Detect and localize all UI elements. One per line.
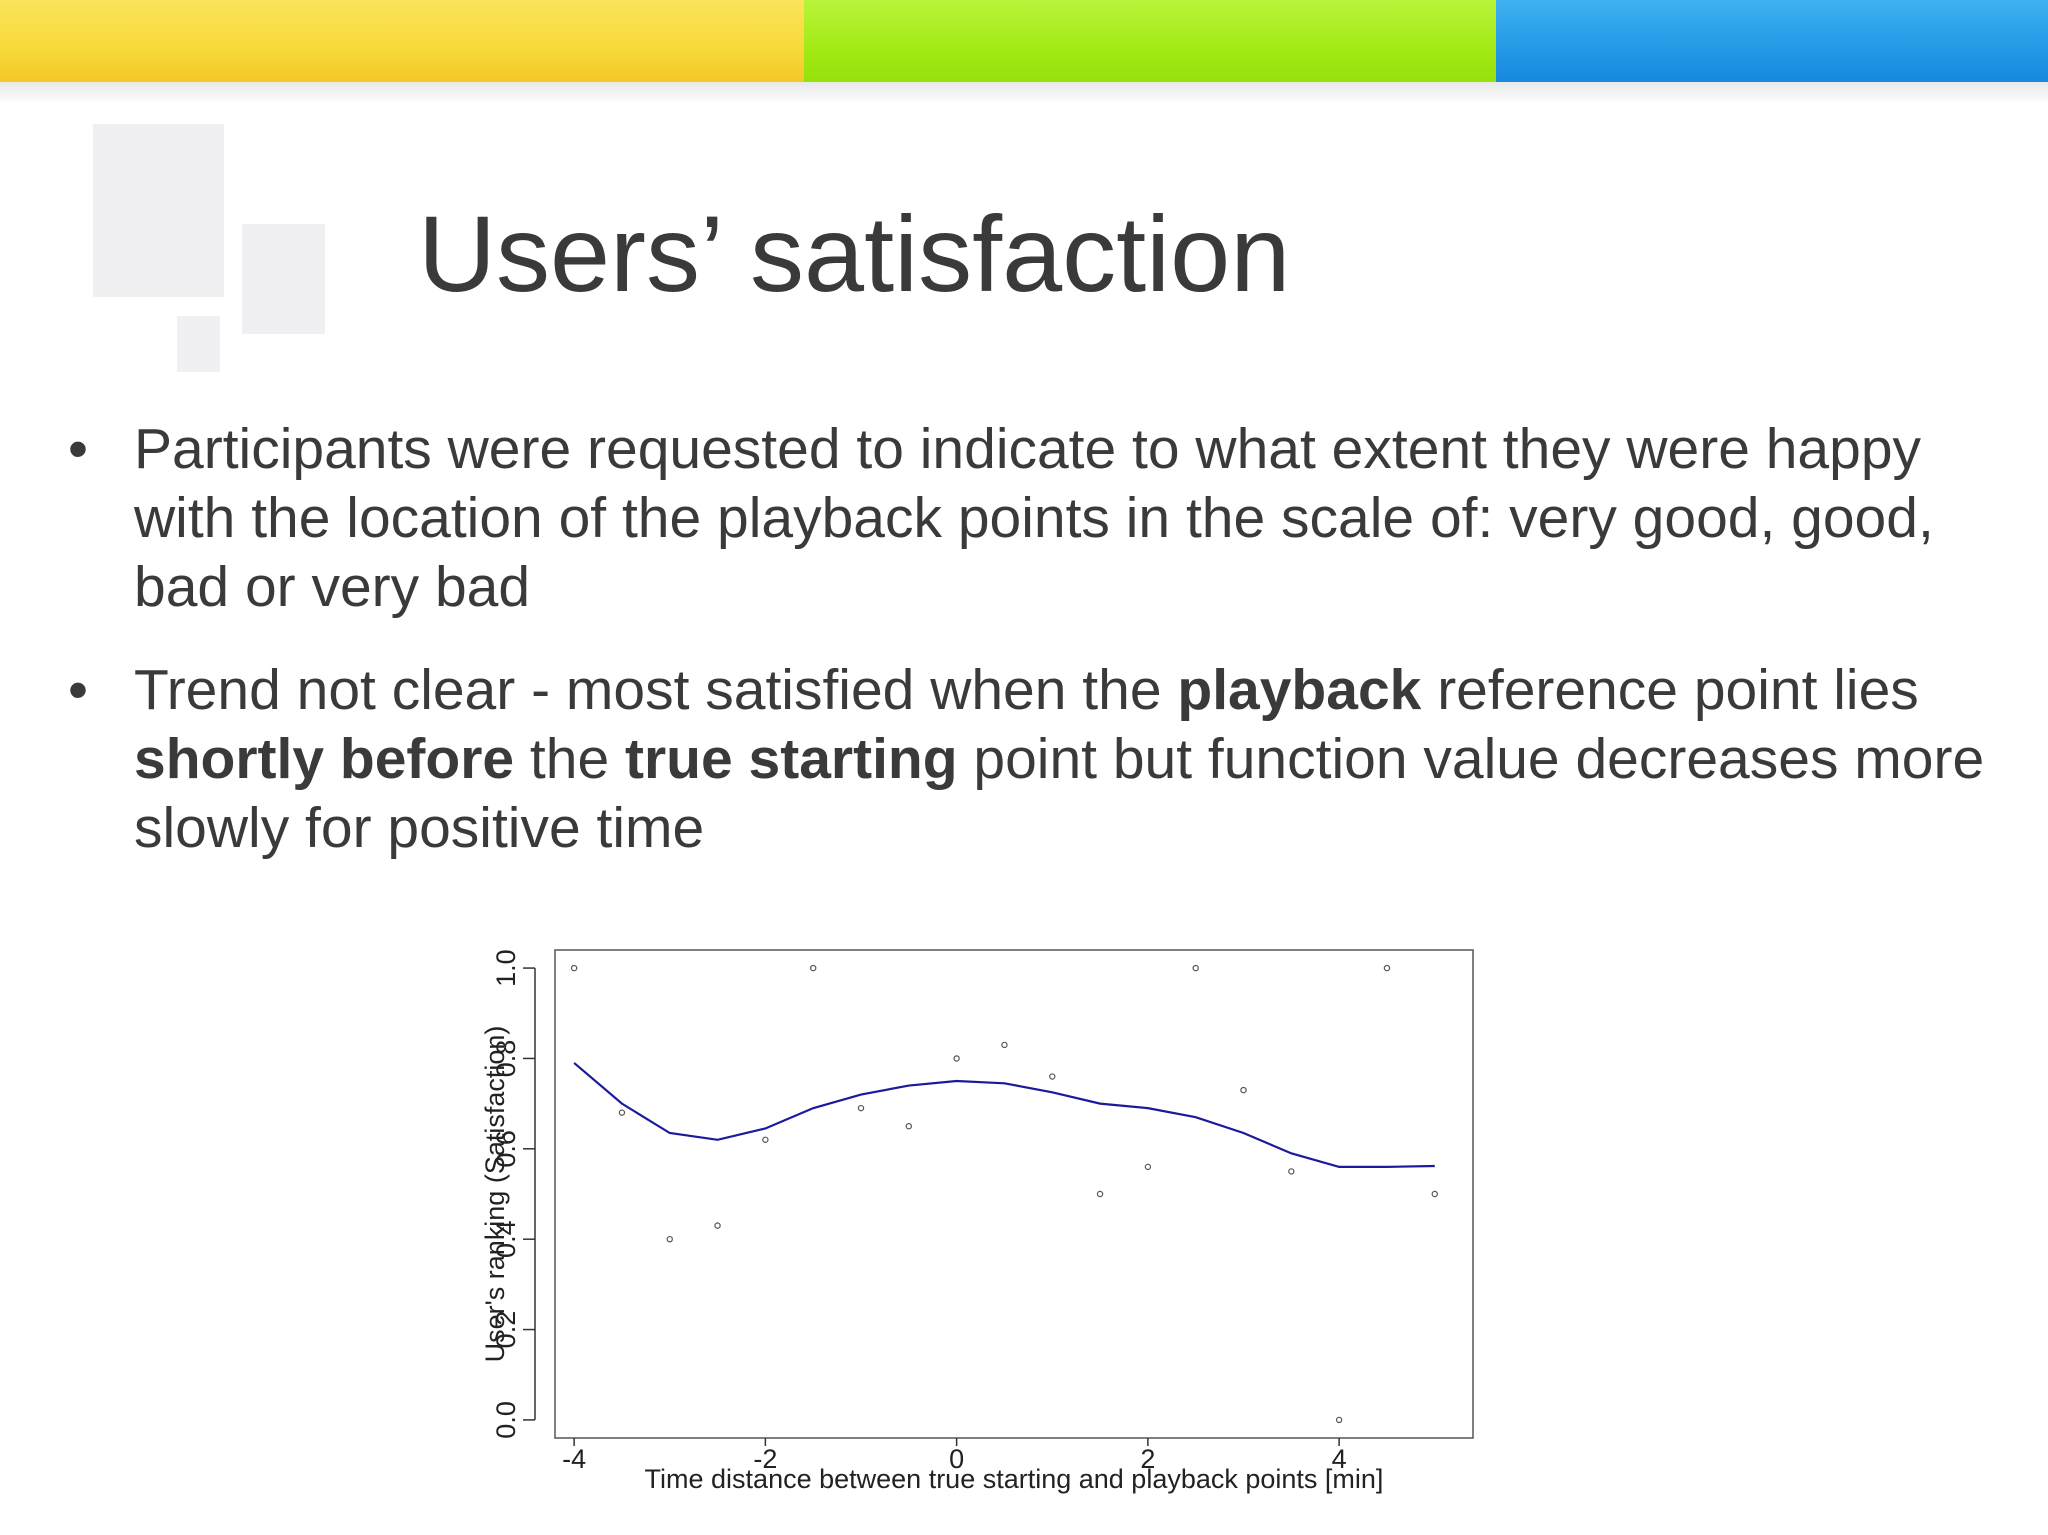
data-point	[1240, 1086, 1247, 1094]
x-tick-label: 4	[1332, 1444, 1347, 1474]
y-tick-label: 0.2	[491, 1311, 521, 1349]
y-axis: 0.0 0.2 0.4 0.6 0.8 1.0	[491, 949, 536, 1439]
y-tick-label: 0.0	[491, 1401, 521, 1439]
x-tick-label: -4	[562, 1444, 586, 1474]
bullet-text: Participants were requested to indicate …	[134, 417, 1934, 619]
data-point	[1096, 1190, 1104, 1198]
data-point	[953, 1055, 960, 1062]
band-shadow	[0, 82, 2048, 104]
bullet-text-run: point but function value decreases more …	[134, 727, 1985, 860]
data-point	[905, 1123, 913, 1130]
bullet-symbol: •	[68, 417, 88, 481]
trend-line	[573, 1062, 1435, 1168]
x-axis-label: Time distance between true starting and …	[645, 1464, 1384, 1494]
bullet-list: • Participants were requested to indicat…	[60, 415, 2000, 863]
bullet-symbol: •	[68, 658, 88, 722]
data-point	[1335, 1416, 1343, 1424]
bullet-text-run: Trend not clear - most satisfied when th…	[134, 658, 1178, 722]
slide-title: Users’ satisfaction	[418, 193, 1291, 314]
band-yellow-segment	[0, 0, 804, 82]
x-tick-label: -2	[753, 1444, 777, 1474]
bullet-bold-run: playback	[1177, 658, 1422, 722]
y-tick-label: 0.6	[491, 1130, 521, 1168]
x-tick-label: 2	[1140, 1444, 1155, 1474]
bullet-text-run: reference point lies	[1421, 658, 1919, 722]
bullet-text-run: Participants were requested to indicate …	[134, 417, 1934, 619]
bullet-bold-run: shortly before	[134, 727, 515, 791]
data-point	[1383, 964, 1391, 972]
y-tick-label: 1.0	[491, 949, 521, 987]
bullet-text-run: the	[514, 727, 625, 791]
data-point	[1431, 1190, 1438, 1198]
data-points	[570, 964, 1438, 1424]
bullet-text: Trend not clear - most satisfied when th…	[134, 658, 1984, 860]
bullet-bold-run: true starting	[625, 727, 958, 791]
decorative-square-small	[177, 316, 220, 372]
satisfaction-scatter-chart: 0.0 0.2 0.4 0.6 0.8 1.0 -4 -2 0 2 4 Time distance…	[480, 949, 1474, 1494]
data-point	[714, 1222, 721, 1229]
data-point	[618, 1109, 626, 1116]
plot-frame	[554, 949, 1474, 1439]
data-point	[809, 964, 817, 972]
y-tick-label: 0.8	[491, 1040, 521, 1078]
data-point	[570, 964, 578, 972]
band-green-segment	[804, 0, 1496, 82]
data-point	[857, 1104, 865, 1112]
band-blue-segment	[1496, 0, 2048, 82]
data-point	[1049, 1073, 1056, 1080]
y-axis-label: User's ranking (Satisfaction)	[480, 1026, 510, 1363]
x-axis: -4 -2 0 2 4	[562, 1438, 1347, 1474]
bullet-item: • Participants were requested to indicat…	[60, 415, 2000, 622]
decorative-square-medium	[242, 224, 325, 334]
data-point	[1144, 1163, 1152, 1171]
data-point	[666, 1235, 673, 1243]
data-point	[1288, 1168, 1295, 1175]
data-point	[1192, 964, 1199, 972]
y-tick-label: 0.4	[491, 1220, 521, 1258]
trend-line-path	[573, 1062, 1435, 1168]
data-point	[762, 1136, 769, 1143]
x-tick-label: 0	[949, 1444, 964, 1474]
bullet-item: • Trend not clear - most satisfied when …	[60, 656, 2000, 863]
decorative-square-large	[93, 124, 224, 297]
data-point	[1001, 1041, 1008, 1049]
header-color-band	[0, 0, 2048, 82]
